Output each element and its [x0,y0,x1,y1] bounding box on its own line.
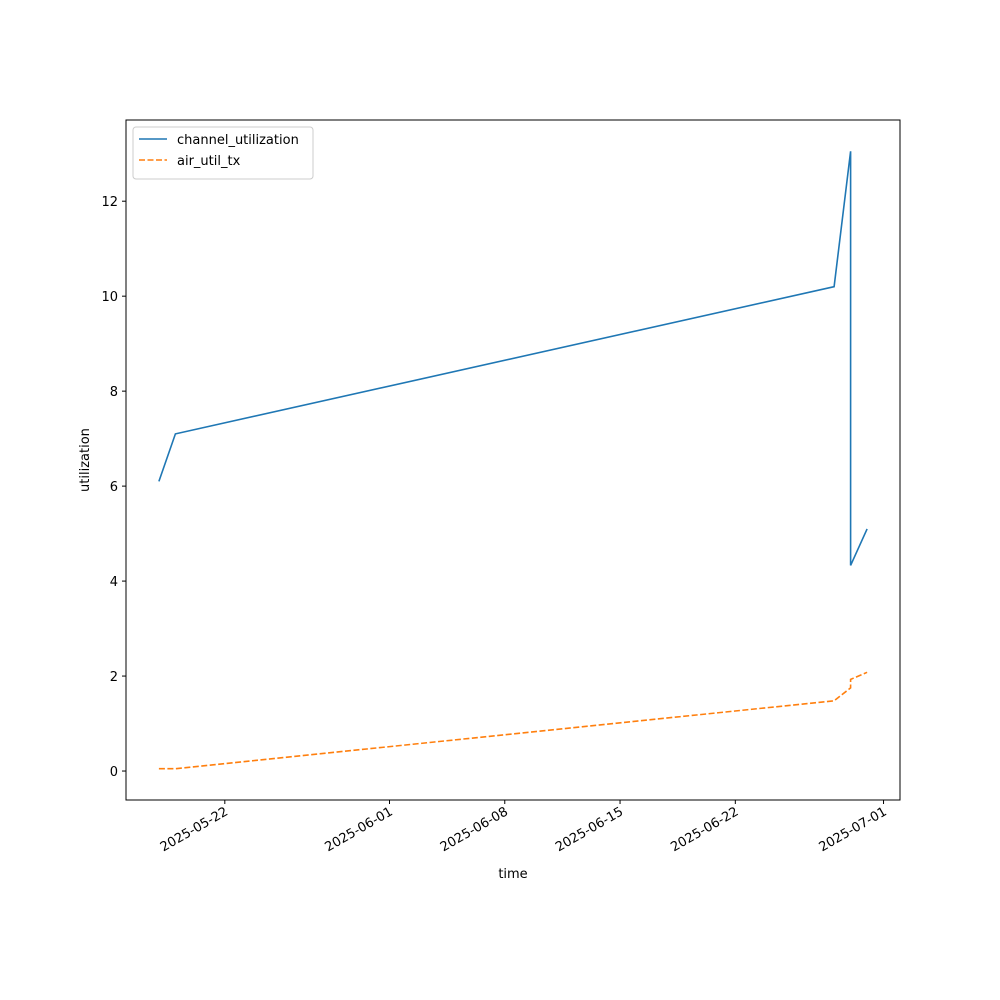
y-axis-label: utilization [78,428,93,492]
x-tick-label: 2025-06-22 [668,804,741,855]
plot-frame [125,119,901,801]
x-tick-label: 2025-07-01 [817,804,890,855]
legend-label: air_util_tx [177,154,241,169]
y-tick-label: 4 [110,575,118,590]
x-axis-label: time [498,867,527,882]
x-tick-label: 2025-05-22 [158,804,231,855]
legend-label: channel_utilization [177,133,299,148]
legend-box [132,126,314,180]
y-tick-label: 2 [110,670,118,685]
line-series [158,671,868,770]
y-tick-label: 10 [101,290,118,305]
line-series [158,151,868,566]
x-tick-label: 2025-06-08 [438,804,511,855]
y-tick-label: 8 [110,385,118,400]
y-tick-label: 6 [110,480,118,495]
x-tick-label: 2025-06-15 [553,804,626,855]
x-tick-label: 2025-06-01 [323,804,396,855]
y-tick-label: 0 [110,765,118,780]
y-tick-label: 12 [101,195,118,210]
